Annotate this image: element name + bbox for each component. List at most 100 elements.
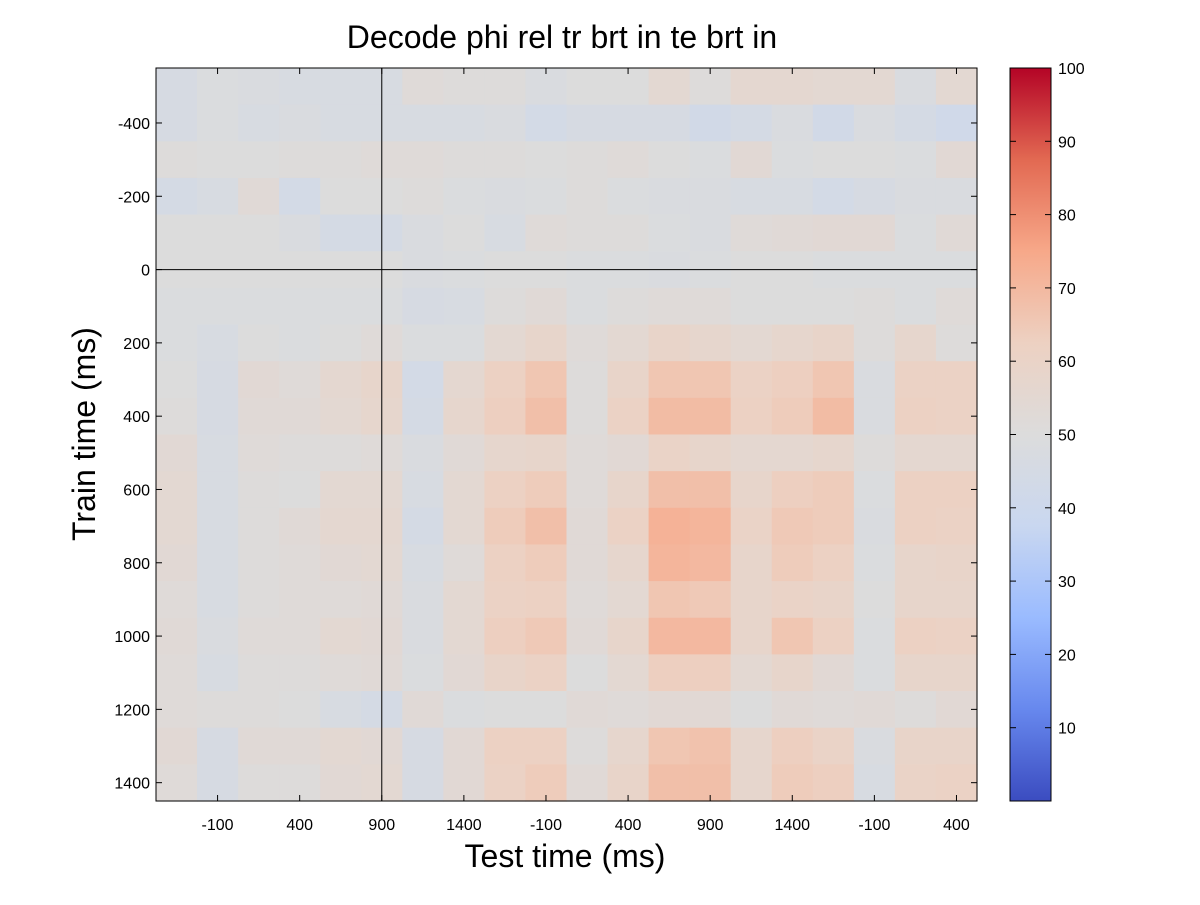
heatmap-cell	[197, 177, 239, 216]
heatmap-cell	[279, 287, 321, 326]
heatmap-cell	[443, 104, 485, 142]
heatmap-cell	[443, 507, 485, 546]
heatmap-cell	[894, 324, 937, 362]
heatmap-cell	[525, 177, 568, 216]
heatmap-cell	[566, 581, 609, 619]
heatmap-cell	[402, 214, 444, 252]
heatmap-cell	[894, 691, 937, 729]
heatmap-cell	[607, 434, 650, 472]
heatmap-cell	[443, 68, 485, 106]
heatmap-cell	[771, 544, 814, 582]
heatmap-cell	[853, 691, 896, 729]
colorbar-tick-label: 20	[1058, 647, 1076, 664]
heatmap-cell	[197, 214, 239, 252]
colorbar-ticks: 10 20 30 40 50 60 70 80 90 100	[1010, 61, 1085, 738]
heatmap-cell	[484, 104, 527, 142]
heatmap-cell	[771, 507, 814, 546]
heatmap-cell	[853, 104, 896, 142]
heatmap-cell	[320, 581, 362, 619]
heatmap-cell	[607, 654, 650, 692]
heatmap-cell	[402, 397, 444, 436]
y-axis-title: Train time (ms)	[66, 327, 102, 541]
heatmap-cell	[156, 104, 198, 142]
heatmap-cell	[402, 177, 444, 216]
heatmap-cell	[648, 544, 691, 582]
heatmap-cell	[607, 691, 650, 729]
heatmap-cell	[730, 68, 773, 106]
heatmap-cell	[894, 434, 937, 472]
heatmap-cell	[648, 324, 691, 362]
heatmap-cell	[607, 287, 650, 326]
heatmap-cell	[771, 324, 814, 362]
heatmap-cell	[894, 617, 937, 655]
heatmap-cells	[156, 68, 978, 802]
heatmap-cell	[156, 361, 198, 399]
heatmap-cell	[484, 581, 527, 619]
heatmap-cell	[443, 434, 485, 472]
heatmap-cell	[402, 104, 444, 142]
heatmap-cell	[402, 654, 444, 692]
heatmap-cell	[525, 68, 568, 106]
heatmap-cell	[402, 544, 444, 582]
x-axis-ticks: -100 400 900 1400 -100 400 900 1400 -100 400	[202, 68, 970, 834]
heatmap-cell	[238, 287, 280, 326]
heatmap-cell	[566, 727, 609, 765]
heatmap-cell	[279, 104, 321, 142]
heatmap-cell	[648, 507, 691, 546]
heatmap-cell	[853, 654, 896, 692]
heatmap-cell	[935, 214, 978, 252]
heatmap-cell	[689, 617, 732, 655]
heatmap-cell	[566, 361, 609, 399]
heatmap-cell	[525, 727, 568, 765]
heatmap-cell	[443, 471, 485, 509]
heatmap-cell	[812, 214, 855, 252]
heatmap-cell	[771, 727, 814, 765]
heatmap-cell	[484, 691, 527, 729]
heatmap-cell	[238, 654, 280, 692]
y-tick-label: -400	[118, 116, 150, 133]
heatmap-cell	[894, 361, 937, 399]
heatmap-cell	[279, 361, 321, 399]
heatmap-cell	[156, 68, 198, 106]
heatmap-cell	[771, 68, 814, 106]
x-tick-label: 400	[615, 817, 642, 834]
heatmap-cell	[853, 324, 896, 362]
heatmap-cell	[197, 361, 239, 399]
heatmap-cell	[812, 544, 855, 582]
heatmap-cell	[566, 617, 609, 655]
heatmap-cell	[812, 287, 855, 326]
heatmap-cell	[853, 544, 896, 582]
heatmap-cell	[853, 397, 896, 436]
heatmap-cell	[279, 471, 321, 509]
heatmap-cell	[197, 654, 239, 692]
heatmap-cell	[894, 507, 937, 546]
colorbar-tick-label: 80	[1058, 208, 1076, 225]
heatmap-cell	[484, 434, 527, 472]
heatmap-cell	[402, 764, 444, 802]
heatmap-cell	[320, 471, 362, 509]
heatmap-cell	[402, 691, 444, 729]
heatmap-cell	[607, 361, 650, 399]
heatmap-cell	[812, 68, 855, 106]
heatmap-cell	[443, 214, 485, 252]
heatmap-cell	[730, 434, 773, 472]
heatmap-cell	[771, 617, 814, 655]
heatmap-cell	[484, 68, 527, 106]
heatmap-cell	[156, 691, 198, 729]
heatmap-cell	[689, 691, 732, 729]
heatmap-cell	[689, 434, 732, 472]
heatmap-cell	[525, 397, 568, 436]
y-tick-label: 1400	[114, 776, 150, 793]
heatmap-cell	[484, 764, 527, 802]
heatmap-cell	[894, 654, 937, 692]
heatmap-cell	[238, 691, 280, 729]
colorbar	[1009, 67, 1052, 802]
heatmap-cell	[812, 691, 855, 729]
x-tick-label: 1400	[446, 817, 482, 834]
heatmap-cell	[894, 764, 937, 802]
heatmap-cell	[812, 361, 855, 399]
heatmap-cell	[607, 471, 650, 509]
heatmap-cell	[484, 141, 527, 179]
